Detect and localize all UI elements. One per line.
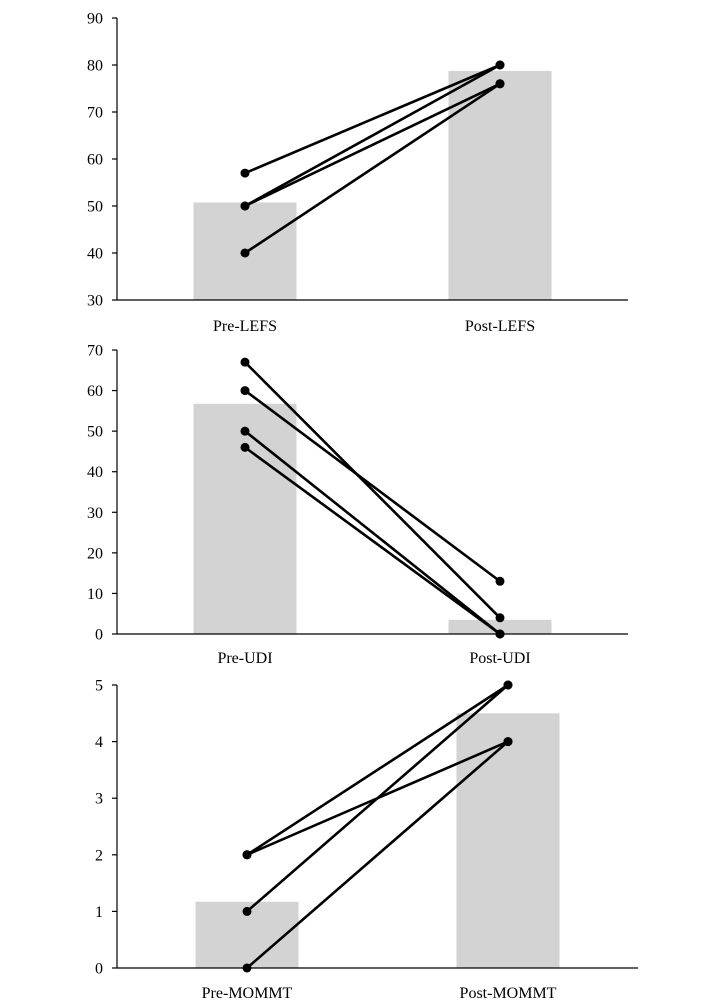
panel-udi: 0 10 20 30 40 50 60 70 Pre-UDI Post-UDI [87, 343, 628, 667]
y-tick-label: 10 [87, 586, 103, 603]
y-tick-label: 60 [87, 383, 103, 400]
y-tick-label: 30 [87, 505, 103, 522]
x-category-label: Post-LEFS [465, 318, 535, 335]
panel-mommt: 0 1 2 3 4 5 Pre-MOMMT Post-MOMMT [95, 678, 638, 1002]
y-tick-label: 0 [95, 961, 103, 978]
y-tick-label: 30 [87, 293, 103, 310]
bar-pre-udi [193, 403, 297, 634]
bar-post-udi [448, 619, 552, 634]
y-tick-label: 40 [87, 464, 103, 481]
series-line-participant-4 [246, 740, 509, 969]
y-tick-label: 70 [87, 343, 103, 360]
y-tick-label: 4 [95, 734, 103, 751]
y-tick-label: 60 [87, 152, 103, 169]
point-participant-3-pre [240, 201, 250, 211]
series-line-participant-4 [244, 82, 501, 255]
series-line-participant-2 [244, 63, 501, 208]
y-tick-label: 1 [95, 904, 103, 921]
y-tick-label: 20 [87, 545, 103, 562]
point-participant-3-pre [242, 906, 252, 916]
x-category-label: Post-MOMMT [460, 985, 557, 1002]
bar-post-lefs [448, 70, 552, 300]
x-category-label: Post-UDI [469, 650, 530, 667]
y-tick-label: 3 [95, 791, 103, 808]
y-tick-label: 90 [87, 11, 103, 28]
y-tick-label: 50 [87, 424, 103, 441]
series-line-participant-3 [246, 684, 509, 913]
y-tick-label: 80 [87, 58, 103, 75]
point-participant-2-pre [242, 850, 252, 860]
point-participant-1-pre [240, 357, 250, 367]
point-participant-3-post [503, 680, 513, 690]
point-participant-1-post [495, 613, 505, 623]
y-tick-label: 40 [87, 246, 103, 263]
point-participant-4-post [503, 737, 513, 747]
x-category-label: Pre-LEFS [213, 318, 277, 335]
point-participant-2-post [495, 60, 505, 70]
panel-lefs: 30 40 50 60 70 80 90 Pre-LEFS Post-LEFS [87, 11, 628, 335]
point-participant-2-pre [240, 386, 250, 396]
point-participant-3-pre [240, 426, 250, 436]
y-tick-label: 2 [95, 847, 103, 864]
series-line-participant-3 [244, 430, 501, 636]
series-line-participant-4 [244, 446, 501, 636]
series-line-participant-1 [244, 361, 501, 619]
point-participant-1-pre [240, 168, 250, 178]
y-tick-label: 0 [95, 627, 103, 644]
series-line-participant-2 [244, 389, 501, 583]
bar-post-mommt [456, 713, 560, 968]
point-participant-4-pre [240, 248, 250, 258]
y-tick-label: 70 [87, 105, 103, 122]
y-tick-label: 5 [95, 678, 103, 695]
point-participant-4-post [495, 79, 505, 89]
x-category-label: Pre-UDI [217, 650, 272, 667]
x-category-label: Pre-MOMMT [202, 985, 293, 1002]
series-line-participant-3 [244, 82, 501, 208]
point-participant-2-post [495, 576, 505, 586]
point-participant-4-pre [240, 442, 250, 452]
series-line-participant-1 [246, 683, 509, 856]
y-tick-label: 50 [87, 199, 103, 216]
series-line-participant-1 [244, 63, 501, 175]
